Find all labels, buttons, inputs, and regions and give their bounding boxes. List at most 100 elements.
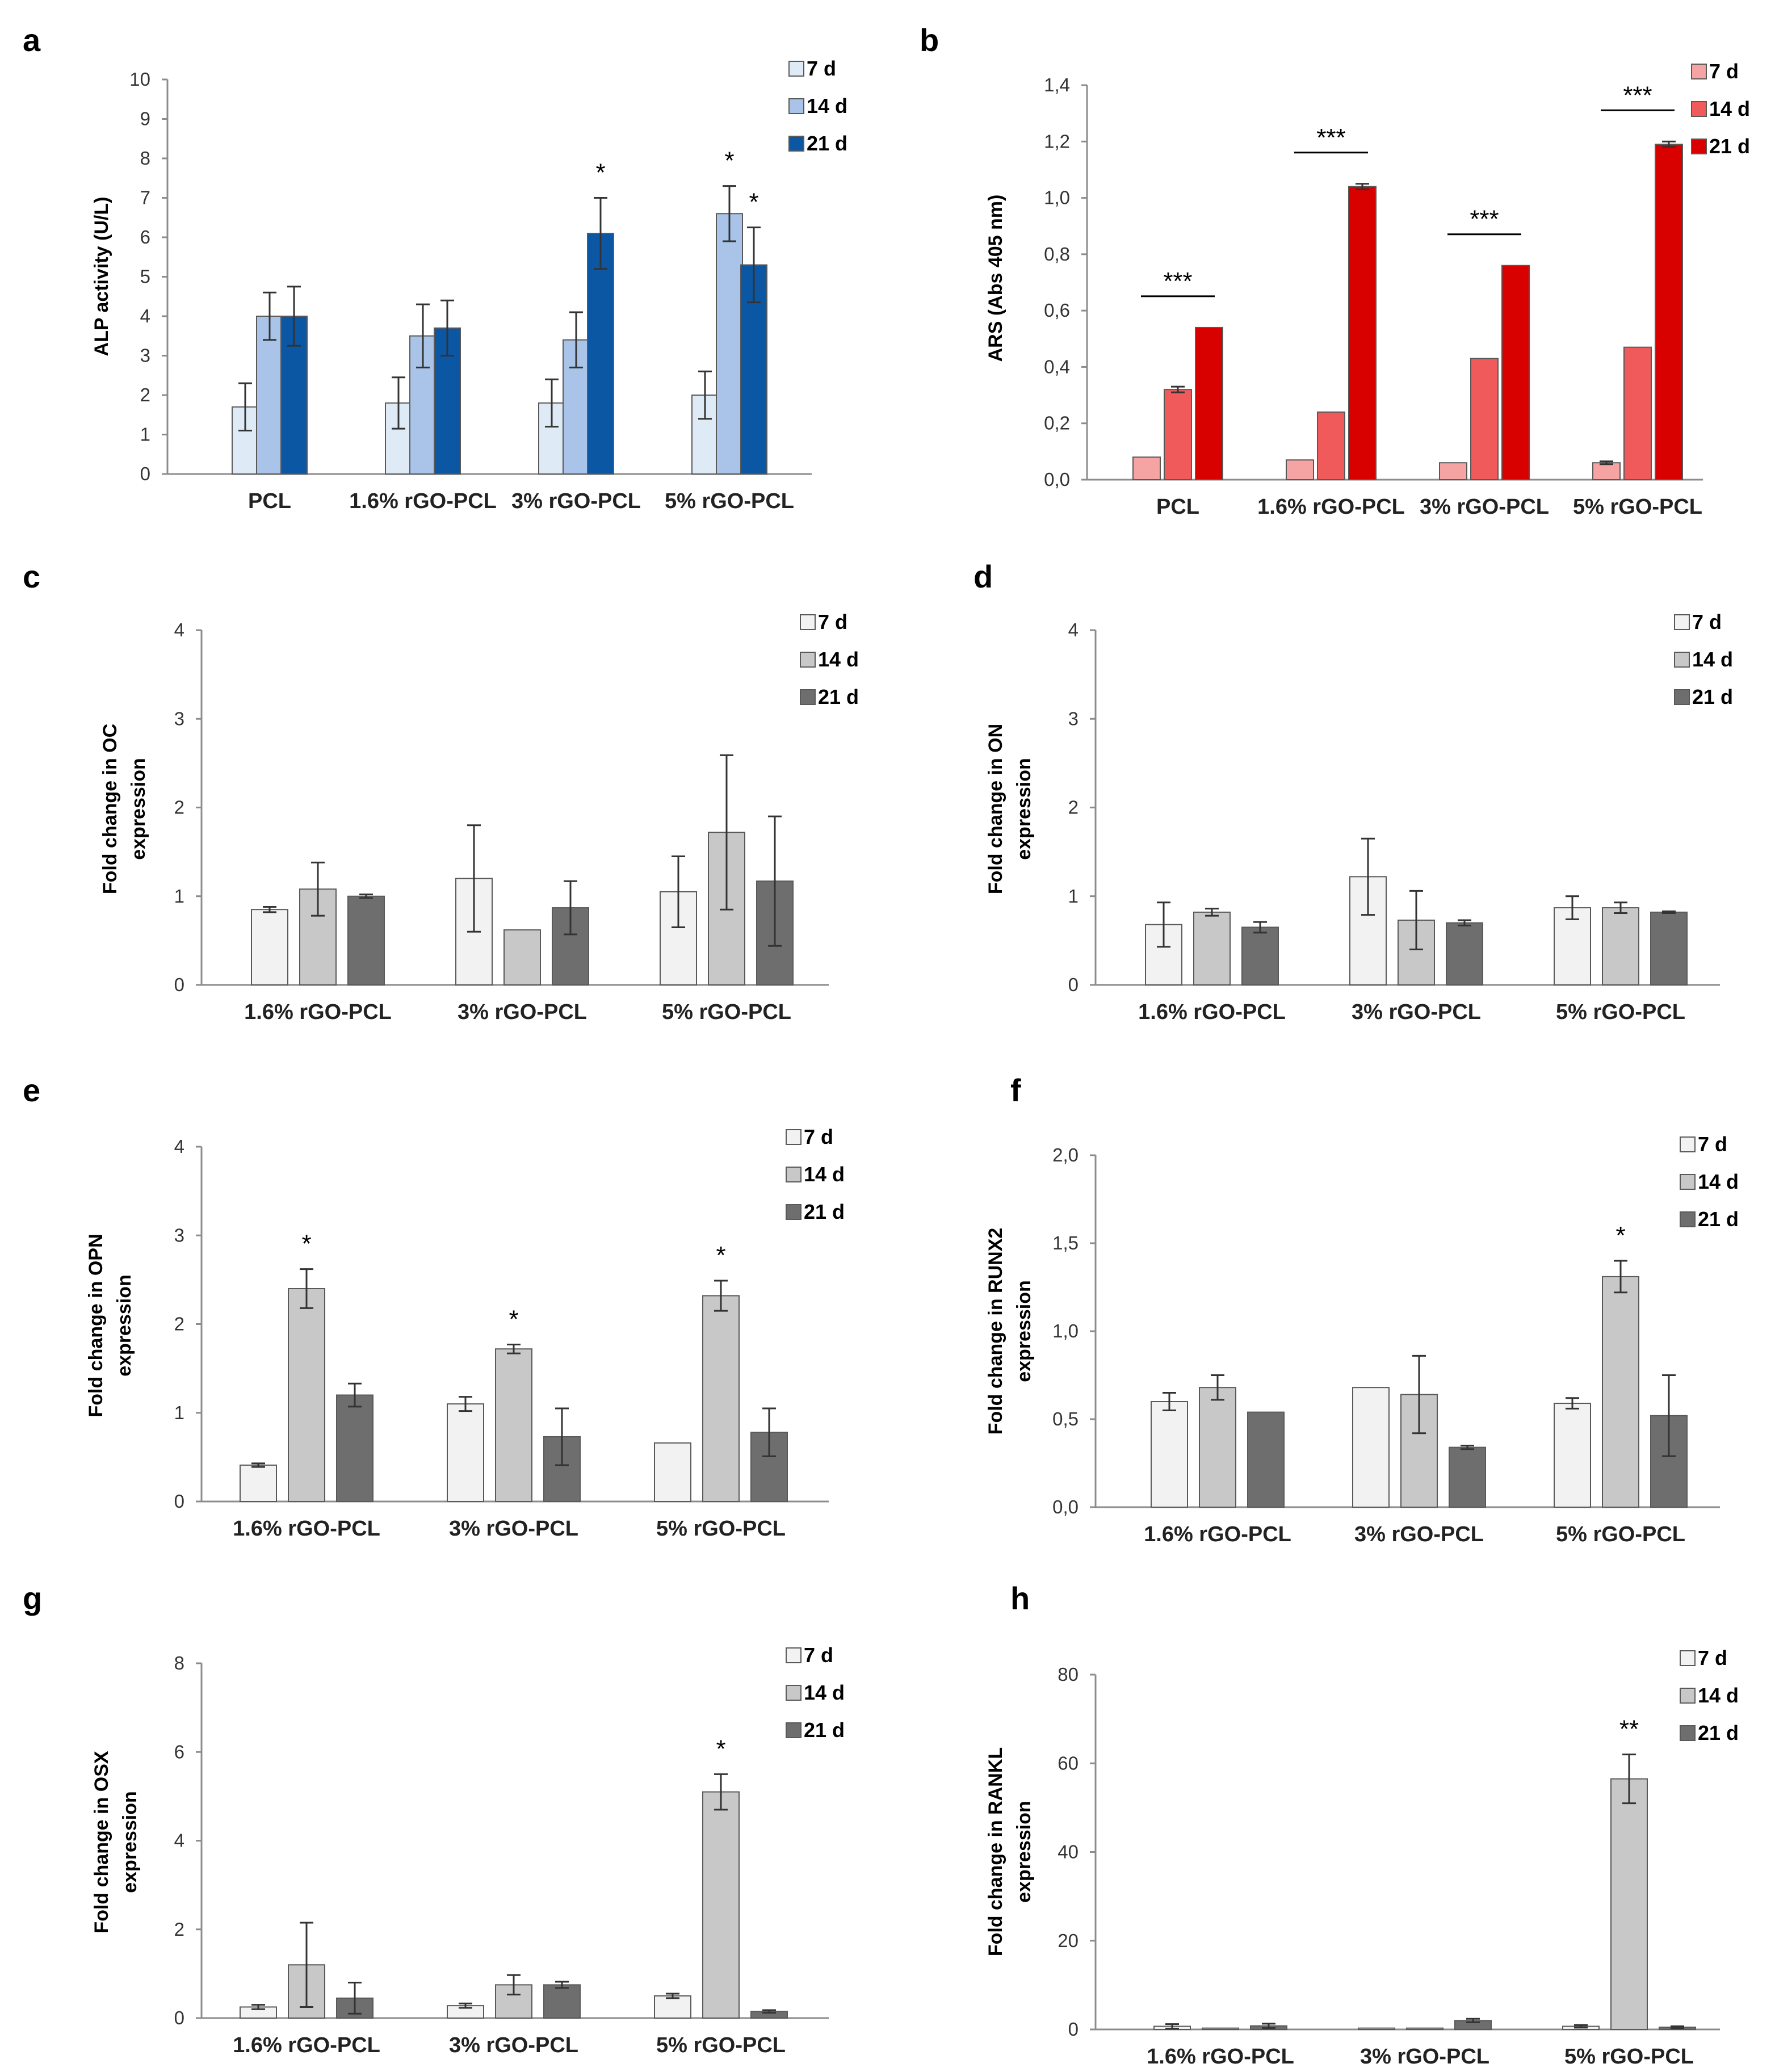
y-axis-label: Fold change in OC — [99, 724, 121, 894]
panel-c: c 0 1 2 3 4 Fold change in OC expression 1.6% rG… — [23, 559, 859, 1024]
panel-e: e 0 1 2 3 4 Fold change in OPN expression 1.6% r… — [23, 1072, 845, 1541]
bar-14d-2 — [702, 1295, 740, 1502]
y-axis-label: expression — [114, 1274, 135, 1377]
bar-21d-0 — [347, 895, 385, 985]
legend-label: 7 d — [1692, 610, 1722, 634]
x-category-label: 3% rGO-PCL — [1352, 1000, 1481, 1024]
y-tick-label: 0 — [174, 2007, 184, 2028]
x-category-label: 1.6% rGO-PCL — [233, 2033, 380, 2057]
legend-label: 7 d — [804, 1643, 833, 1667]
significance-marker: * — [724, 147, 734, 175]
y-tick-label: 0,0 — [1044, 469, 1070, 490]
bar-14d-3 — [1623, 346, 1652, 481]
panel-d: d 0 1 2 3 4 Fold change in ON expression 1.6% rG… — [973, 559, 1733, 1024]
y-tick-label: 0 — [174, 974, 184, 995]
y-tick-label: 0 — [140, 463, 150, 484]
y-tick-label: 3 — [1068, 708, 1079, 729]
x-category-label: 3% rGO-PCL — [449, 2033, 578, 2057]
legend-label: 21 d — [818, 685, 859, 708]
legend-swatch — [1680, 1725, 1696, 1741]
legend-swatch — [786, 1685, 802, 1701]
bar-7d-0 — [251, 909, 288, 985]
y-tick-label: 0 — [1068, 974, 1079, 995]
y-axis-label: Fold change in OSX — [91, 1751, 112, 1933]
legend-label: 21 d — [807, 132, 847, 155]
significance-marker: * — [716, 1735, 725, 1763]
y-axis-label: ALP activity (U/L) — [91, 197, 112, 356]
legend-swatch — [1680, 1174, 1696, 1190]
bar-14d-1 — [503, 929, 541, 985]
y-axis-label: expression — [119, 1791, 141, 1893]
legend-label: 14 d — [1698, 1170, 1739, 1193]
bar-7d-3 — [1592, 462, 1621, 481]
significance-marker: *** — [1316, 124, 1345, 152]
panel-letter: b — [920, 22, 939, 58]
x-category-label: 3% rGO-PCL — [1354, 1522, 1484, 1546]
legend-swatch — [786, 1129, 802, 1145]
bar-14d-2 — [1610, 1778, 1648, 2030]
panel-f: f 0,0 0,5 1,0 1,5 2,0 Fold change in RUNX2 expr… — [985, 1072, 1739, 1546]
y-tick-label: 20 — [1058, 1930, 1079, 1951]
legend-label: 7 d — [1709, 60, 1739, 83]
bar-21d-1 — [543, 1984, 581, 2019]
y-tick-label: 3 — [140, 345, 150, 366]
significance-marker: *** — [1470, 205, 1499, 233]
y-tick-label: 2,0 — [1052, 1144, 1079, 1165]
y-tick-label: 2 — [174, 797, 184, 818]
legend-label: 7 d — [818, 610, 847, 634]
legend-swatch — [786, 1647, 802, 1663]
legend-swatch — [800, 689, 816, 705]
y-axis-label: expression — [128, 758, 149, 860]
y-tick-label: 0,0 — [1052, 1496, 1079, 1517]
x-category-label: 1.6% rGO-PCL — [1147, 2045, 1294, 2069]
bar-7d-0 — [1151, 1401, 1188, 1508]
legend-label: 21 d — [1692, 685, 1733, 708]
y-tick-label: 0 — [174, 1491, 184, 1512]
bar-21d-1 — [1348, 186, 1377, 480]
y-tick-label: 0,6 — [1044, 300, 1070, 321]
legend-swatch — [788, 61, 804, 77]
y-tick-label: 1,2 — [1044, 131, 1070, 152]
y-tick-label: 1,0 — [1052, 1320, 1079, 1341]
legend-swatch — [1680, 1211, 1696, 1227]
y-tick-label: 3 — [174, 1224, 184, 1245]
y-tick-label: 8 — [174, 1652, 184, 1673]
bar-14d-0 — [1164, 389, 1192, 481]
bar-7d-1 — [1286, 459, 1314, 480]
bar-7d-1 — [385, 402, 412, 475]
panel-letter: h — [1010, 1580, 1030, 1616]
bar-21d-0 — [336, 1394, 374, 1502]
legend-label: 14 d — [818, 648, 859, 671]
legend-label: 7 d — [1698, 1646, 1727, 1670]
legend-label: 14 d — [1709, 97, 1750, 120]
y-tick-label: 2 — [140, 384, 150, 405]
significance-marker: *** — [1163, 267, 1192, 295]
y-tick-label: 4 — [174, 1830, 184, 1851]
panel-a: a 0 1 2 3 4 5 6 7 8 9 10 ALP activity (U/L) PCL 1.6% r… — [23, 22, 847, 513]
legend-label: 21 d — [1709, 135, 1750, 158]
bar-21d-1 — [1446, 922, 1483, 985]
significance-marker: ** — [1619, 1716, 1639, 1743]
legend-swatch — [786, 1204, 802, 1220]
significance-marker: * — [509, 1305, 518, 1333]
y-tick-label: 4 — [1068, 619, 1079, 640]
panel-letter: e — [23, 1072, 40, 1108]
bar-7d-1 — [1352, 1387, 1390, 1508]
x-category-label: 5% rGO-PCL — [1556, 1522, 1685, 1546]
bar-14d-0 — [1202, 2027, 1239, 2030]
y-axis-label: ARS (Abs 405 nm) — [985, 195, 1006, 362]
y-tick-label: 0,2 — [1044, 413, 1070, 434]
y-tick-label: 6 — [140, 227, 150, 248]
legend-swatch — [800, 652, 816, 668]
bar-21d-2 — [1650, 911, 1688, 985]
y-axis-label: expression — [1013, 1801, 1035, 1903]
bar-14d-1 — [1406, 2027, 1444, 2030]
legend-swatch — [1674, 614, 1690, 630]
panel-letter: a — [23, 22, 41, 58]
x-category-label: 5% rGO-PCL — [1573, 495, 1702, 519]
x-category-label: 1.6% rGO-PCL — [244, 1000, 392, 1024]
y-axis-label: Fold change in ON — [985, 724, 1006, 894]
bar-14d-2 — [1470, 358, 1499, 480]
y-tick-label: 3 — [174, 708, 184, 729]
